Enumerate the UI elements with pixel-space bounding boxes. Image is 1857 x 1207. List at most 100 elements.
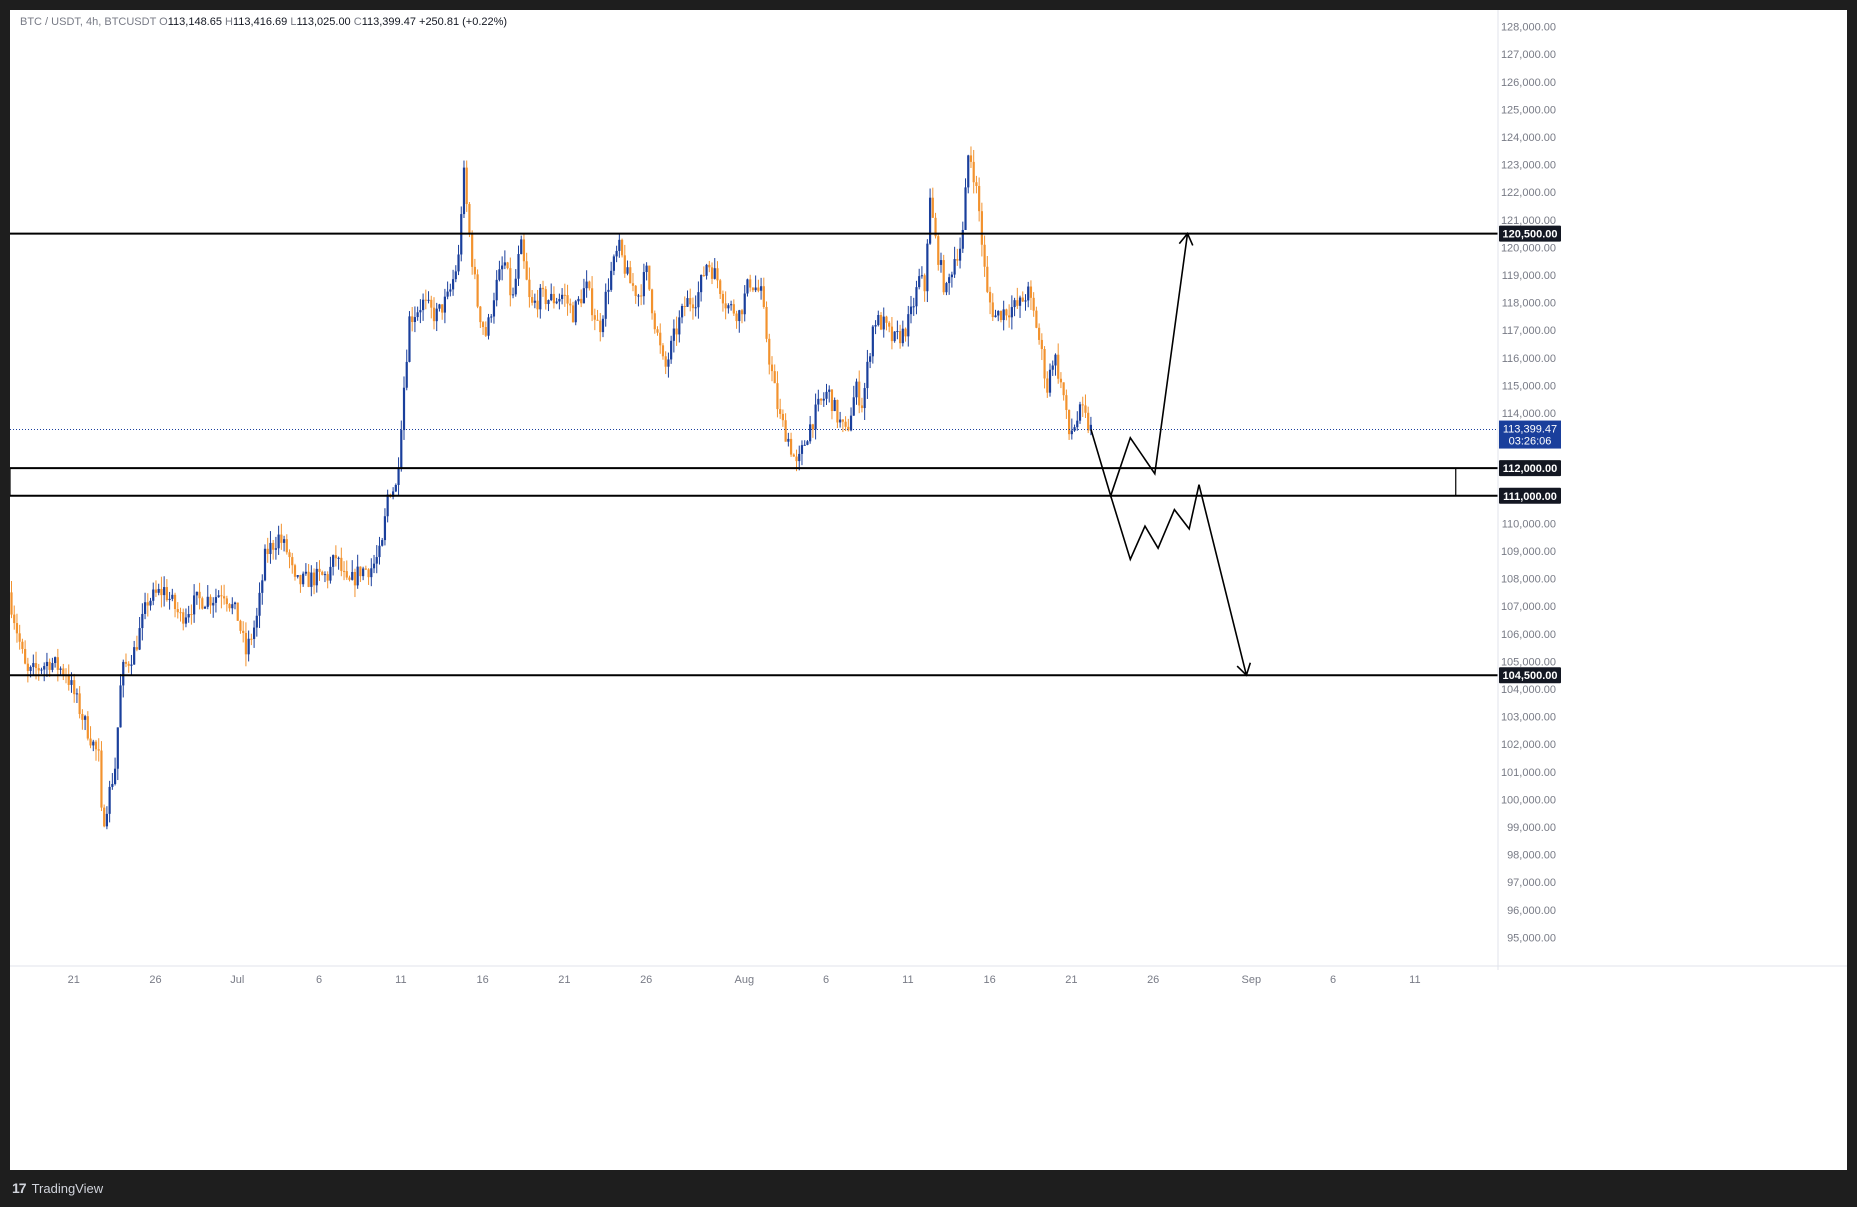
time-tick-label: 26: [640, 974, 652, 986]
candle-body: [307, 571, 310, 587]
candle-body: [1065, 395, 1068, 410]
candle-body: [337, 557, 340, 559]
candle-body: [282, 539, 286, 543]
candle-body: [590, 288, 594, 316]
close-value: 113,399.47: [361, 16, 416, 28]
candle-body: [501, 265, 504, 270]
open-label: O: [159, 16, 168, 28]
candle-body: [795, 456, 798, 462]
candle-body: [315, 568, 318, 586]
candle-body: [457, 254, 460, 272]
candle-body: [999, 310, 1003, 321]
candle-body: [640, 295, 643, 297]
candle-body: [468, 204, 471, 235]
candle-body: [691, 304, 695, 309]
candle-body: [18, 633, 21, 642]
candle-body: [310, 572, 313, 587]
candle-body: [138, 628, 141, 650]
candle-body: [863, 388, 866, 409]
candle-body: [32, 663, 35, 667]
candle-body: [893, 331, 896, 342]
candle-body: [154, 589, 158, 593]
candle-body: [473, 266, 476, 275]
candle-body: [849, 415, 853, 431]
tradingview-brand[interactable]: 17 TradingView: [12, 1180, 103, 1196]
time-tick-label: Sep: [1242, 974, 1262, 986]
candle-body: [1016, 300, 1019, 306]
candle-body: [661, 345, 665, 357]
candle-body: [465, 167, 468, 205]
candle-body: [193, 595, 196, 615]
price-tick-label: 118,000.00: [1502, 298, 1556, 310]
candle-body: [582, 288, 586, 304]
candle-body: [1070, 430, 1073, 435]
candle-body: [375, 557, 378, 564]
candle-body: [1005, 309, 1008, 316]
time-tick-label: 16: [477, 974, 489, 986]
candle-body: [727, 305, 730, 309]
candle-body: [133, 647, 136, 665]
time-tick-label: 6: [316, 974, 322, 986]
candle-body: [694, 307, 697, 309]
candle-body: [130, 664, 133, 666]
candle-body: [171, 594, 174, 599]
candlestick-chart[interactable]: 95,000.00 96,000.00 97,000.00 98,000.00 99,0…: [10, 10, 1847, 1170]
candle-body: [383, 516, 387, 541]
candle-body: [740, 310, 744, 315]
candle-body: [948, 277, 951, 284]
candle-body: [432, 307, 436, 322]
candle-body: [223, 596, 226, 599]
candle-body: [825, 391, 828, 399]
candle-body: [511, 294, 515, 296]
candle-body: [819, 398, 823, 401]
candle-body: [866, 361, 869, 389]
candle-body: [539, 287, 542, 310]
candle-body: [817, 398, 820, 405]
candle-body: [220, 595, 223, 597]
candle-body: [269, 542, 272, 555]
candle-body: [1002, 309, 1005, 321]
candle-body: [56, 657, 59, 670]
candle-body: [645, 265, 648, 273]
candle-body: [105, 813, 109, 827]
candle-body: [236, 602, 239, 621]
candle-body: [928, 197, 932, 244]
candle-body: [871, 326, 874, 357]
high-value: 113,416.69: [233, 16, 288, 28]
candle-body: [484, 327, 487, 336]
candle-body: [754, 287, 757, 291]
candle-body: [885, 316, 888, 323]
candle-body: [498, 269, 501, 280]
candle-body: [277, 534, 280, 549]
price-tick-label: 104,000.00: [1501, 684, 1556, 696]
candle-body: [1024, 300, 1027, 302]
candle-body: [918, 276, 921, 288]
time-tick-label: 11: [1409, 974, 1420, 986]
candle-body: [531, 297, 534, 303]
time-tick-label: 6: [823, 974, 829, 986]
price-tick-label: 115,000.00: [1502, 380, 1556, 392]
candle-body: [953, 259, 956, 275]
candle-body: [231, 604, 234, 609]
candle-body: [588, 281, 591, 289]
candle-body: [242, 630, 245, 633]
candle-body: [141, 613, 144, 629]
candle-body: [163, 587, 166, 596]
candle-body: [359, 566, 362, 577]
candle-body: [787, 438, 790, 442]
candle-body: [899, 331, 902, 344]
chart-frame[interactable]: 95,000.00 96,000.00 97,000.00 98,000.00 99,0…: [10, 10, 1847, 1170]
symbol-title[interactable]: BTC / USDT, 4h, BTCUSDT: [20, 16, 157, 28]
candle-body: [239, 620, 242, 631]
candle-body: [40, 669, 43, 671]
candle-body: [670, 340, 673, 360]
candle-body: [356, 566, 359, 586]
candle-body: [370, 568, 373, 578]
candle-body: [402, 387, 406, 431]
time-tick-label: Jul: [230, 974, 244, 986]
candle-body: [408, 316, 411, 362]
candle-body: [972, 161, 975, 183]
candle-body: [261, 580, 264, 593]
candle-body: [803, 444, 806, 446]
candle-body: [1054, 354, 1057, 366]
